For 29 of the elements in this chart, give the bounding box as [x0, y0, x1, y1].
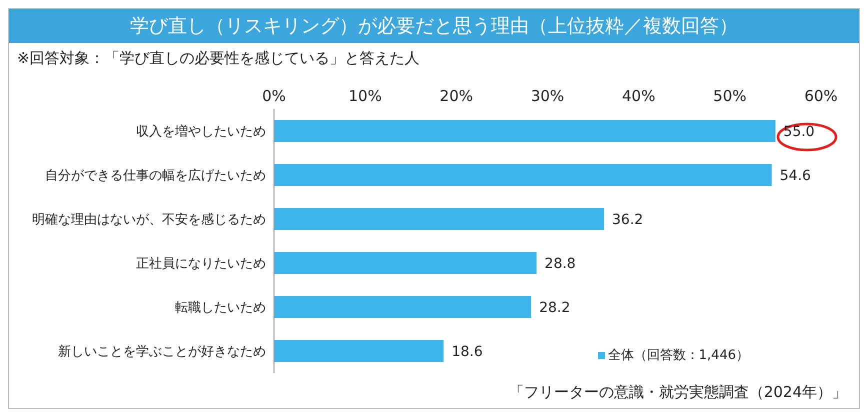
bar: [274, 252, 537, 274]
bar: [274, 208, 604, 230]
y-tick-label: 収入を増やしたいため: [136, 124, 266, 140]
text: 「フリーターの意識・就労実態調査（2024年）」: [508, 383, 847, 402]
y-tick-label: 転職したいため: [175, 300, 266, 316]
bar: [274, 120, 776, 142]
x-tick-label: 50%: [713, 87, 747, 105]
x-tick-label: 30%: [530, 87, 564, 105]
y-tick-label: 自分ができる仕事の幅を広げたいため: [45, 168, 266, 184]
chart-subtitle: ※回答対象：「学び直しの必要性を感じている」と答えた人: [17, 49, 420, 68]
data-label: 18.6: [452, 344, 483, 360]
y-tick-label: 新しいことを学ぶことが好きなため: [58, 344, 266, 360]
bar: [274, 164, 772, 186]
x-tick-label: 10%: [348, 87, 382, 105]
y-tick-label: 正社員になりたいため: [136, 256, 266, 272]
y-tick-label: 明確な理由はないが、不安を感じるため: [32, 212, 266, 228]
x-tick-label: 20%: [440, 87, 474, 105]
data-label: 55.0: [783, 124, 815, 140]
bar: [274, 340, 444, 362]
data-label: 54.6: [780, 168, 812, 184]
x-tick-label: 40%: [622, 87, 656, 105]
data-label: 28.8: [544, 256, 576, 272]
data-label: 28.2: [539, 300, 570, 316]
bar: [274, 296, 532, 318]
x-tick-label: 60%: [804, 87, 838, 105]
data-label: 36.2: [612, 212, 644, 228]
legend-label: 全体（回答数：1,446）: [606, 347, 749, 364]
chart-title: 学び直し（リスキリング）が必要だと思う理由（上位抜粋／複数回答）: [9, 9, 859, 43]
x-tick-label: 0%: [262, 87, 286, 105]
